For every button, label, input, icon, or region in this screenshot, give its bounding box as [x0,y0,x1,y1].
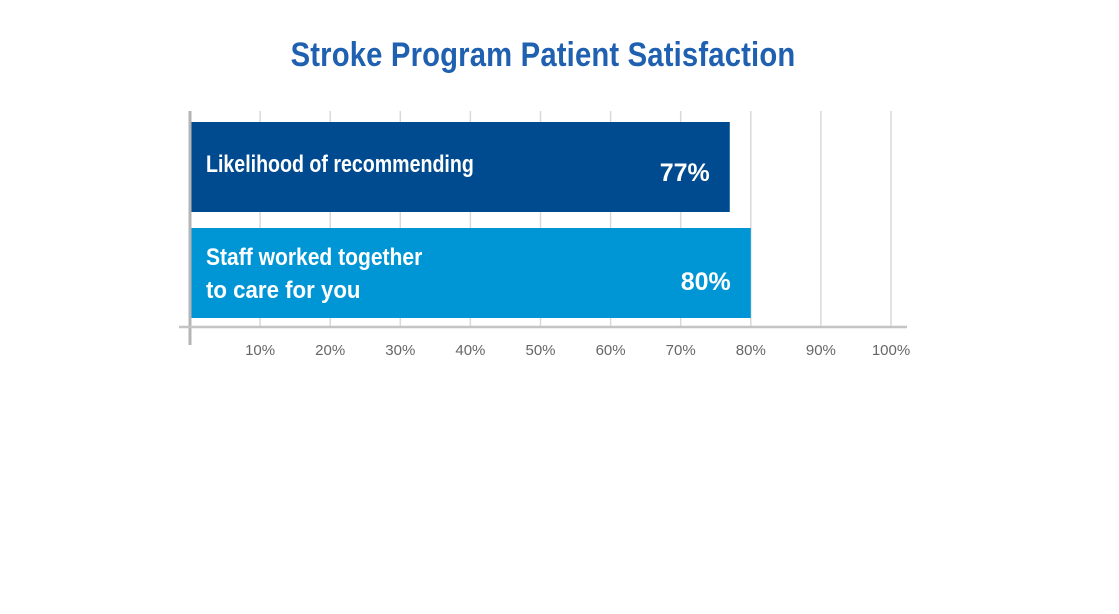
x-tick-label-50: 50% [525,342,555,359]
x-tick-label-80: 80% [736,342,766,359]
bar-2-label-line-2: to care for you [206,277,361,304]
x-tick-label-100: 100% [872,342,910,359]
x-tick-label-20: 20% [315,342,345,359]
bar-1-label-line-1: Likelihood of recommending [206,151,474,178]
x-tick-label-60: 60% [596,342,626,359]
x-tick-label-10: 10% [245,342,275,359]
x-tick-label-90: 90% [806,342,836,359]
bar-1-value-label: 77% [660,159,710,187]
x-tick-label-70: 70% [666,342,696,359]
chart-title: Stroke Program Patient Satisfaction [290,36,796,74]
bar-2 [190,228,751,318]
x-tick-label-30: 30% [385,342,415,359]
bar-1 [190,122,730,212]
x-tick-label-40: 40% [455,342,485,359]
bar-2-value-label: 80% [681,268,731,296]
axes [179,111,907,345]
bars: Likelihood of recommending 77% Staff worke… [190,122,751,318]
x-axis-ticks: 10% 20% 30% 40% 50% 60% 70% 80% 90% 100% [245,342,910,359]
bar-2-label-line-1: Staff worked together [206,244,422,271]
